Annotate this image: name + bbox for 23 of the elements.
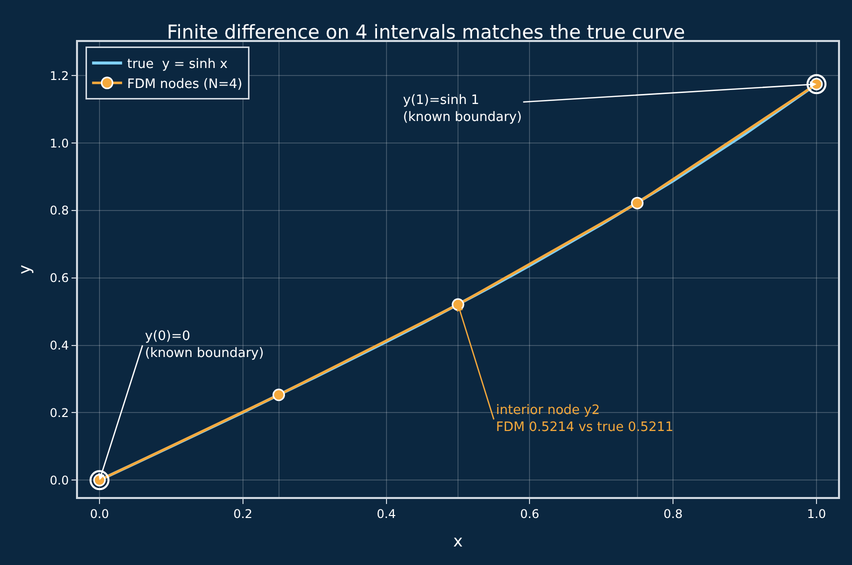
x-tick-label: 0.4	[376, 507, 396, 522]
x-tick-label: 0.8	[664, 507, 683, 522]
annotation: y(1)=sinh 1 (known boundary)	[403, 93, 522, 125]
x-tick-label: 0.0	[90, 507, 110, 522]
chart-title: Finite difference on 4 intervals matches the true curve	[166, 22, 686, 44]
y-tick-label: 1.0	[50, 136, 69, 150]
point	[272, 388, 285, 402]
annotation: y(0)=0 (known boundary)	[145, 329, 264, 361]
legend-label: FDM nodes (N=4)	[127, 76, 242, 92]
y-tick-label: 0.4	[50, 338, 69, 353]
y-tick-label: 1.2	[50, 68, 69, 83]
y-tick-label: 0.8	[50, 204, 69, 218]
y-tick-label: 0.2	[50, 406, 69, 420]
x-axis-title: x	[453, 531, 463, 550]
point	[631, 196, 644, 210]
x-tick-label: 1.0	[806, 507, 826, 522]
x-tick-label: 0.2	[233, 507, 252, 522]
legend-label: true y = sinh x	[127, 57, 228, 72]
annotation: interior node y2 FDM 0.5214 vs true 0.5211	[496, 403, 674, 435]
y-tick-label: 0.6	[50, 271, 69, 286]
x-tick-label: 0.6	[520, 507, 540, 522]
y-tick-label: 0.0	[50, 473, 69, 488]
y-axis-title: y	[15, 264, 34, 274]
